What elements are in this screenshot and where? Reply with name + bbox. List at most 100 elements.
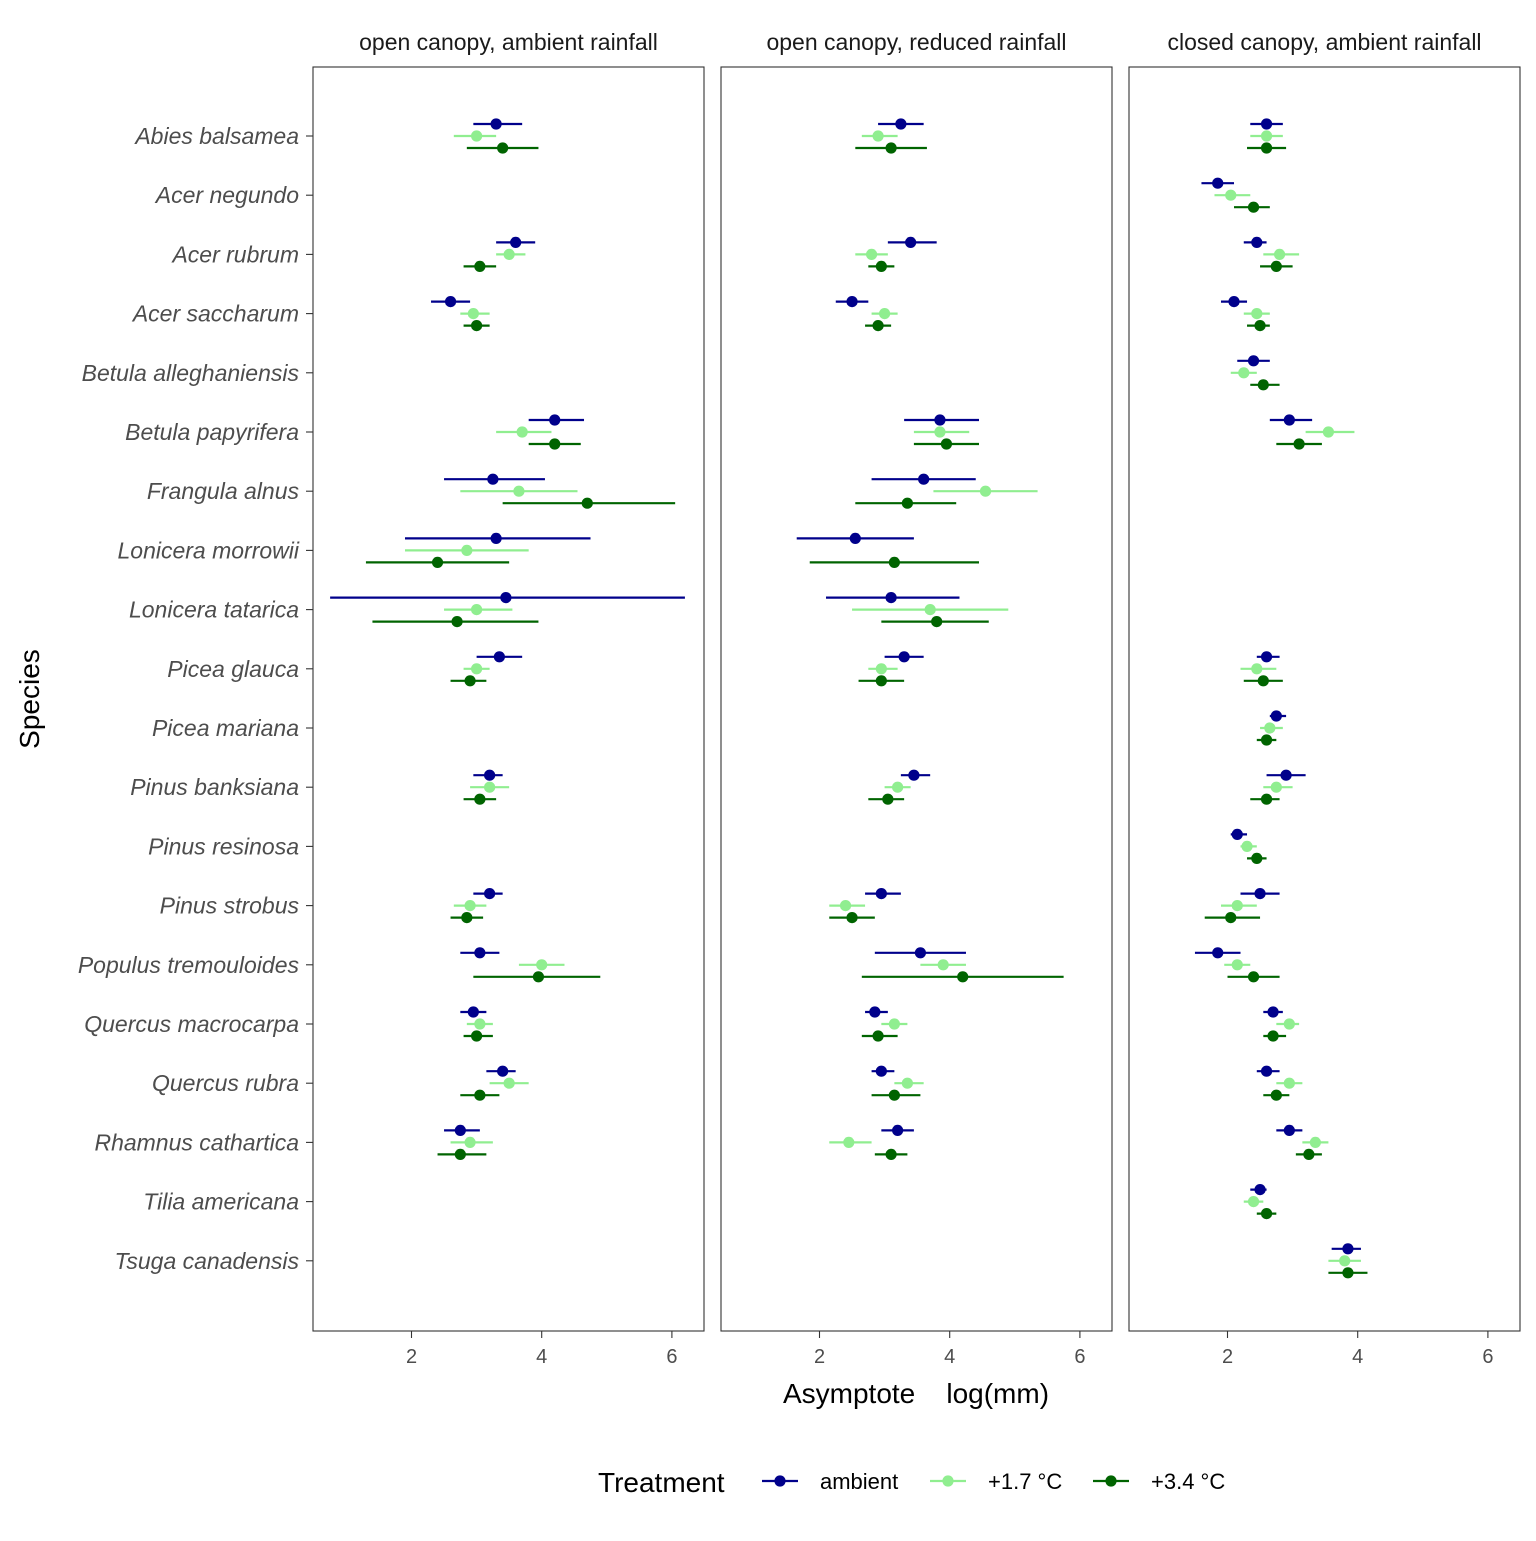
y-axis-species: Abies balsamea Acer negundo Acer rubrum Ace…	[78, 123, 313, 1274]
data-point	[905, 236, 917, 248]
data-point	[869, 1006, 881, 1018]
data-point	[1254, 320, 1266, 332]
data-point	[846, 296, 858, 308]
data-point	[1342, 1267, 1354, 1279]
data-point	[908, 769, 920, 781]
data-point	[1260, 118, 1273, 130]
species-label: Picea glauca	[167, 656, 299, 682]
legend-key-point	[1105, 1475, 1117, 1487]
data-point	[474, 947, 486, 959]
data-point	[1283, 414, 1295, 426]
data-point	[474, 793, 486, 805]
legend-label: ambient	[820, 1469, 898, 1494]
data-point	[484, 888, 496, 900]
data-point	[464, 900, 476, 912]
data-point	[1283, 1077, 1295, 1089]
data-point	[1254, 1184, 1266, 1196]
data-point	[581, 497, 593, 509]
legend-item: +1.7 °C	[930, 1469, 1062, 1494]
data-point	[898, 651, 910, 663]
data-point	[1260, 130, 1273, 142]
legend-item: ambient	[762, 1469, 898, 1494]
data-point	[467, 1006, 479, 1018]
species-label: Acer saccharum	[131, 301, 299, 327]
x-tick-label: 2	[406, 1346, 417, 1368]
species-label: Abies balsamea	[133, 123, 299, 149]
x-axis-title: Asymptote log(mm)	[783, 1378, 1049, 1409]
data-point	[510, 236, 522, 248]
data-point	[431, 556, 444, 569]
species-label: Lonicera tatarica	[129, 597, 299, 623]
legend-key-point	[774, 1475, 786, 1487]
data-point	[487, 473, 499, 485]
x-tick-label: 4	[1352, 1346, 1363, 1368]
x-tick-label: 2	[814, 1346, 825, 1368]
data-point	[872, 320, 884, 332]
data-point	[924, 604, 936, 616]
x-tick-label: 6	[1482, 1346, 1493, 1368]
data-point	[872, 1030, 884, 1042]
data-point	[1309, 1136, 1321, 1148]
species-label: Rhamnus cathartica	[94, 1129, 299, 1155]
data-point	[461, 912, 473, 924]
data-point	[1225, 189, 1237, 201]
species-label: Populus tremouloides	[78, 952, 300, 978]
data-point	[1238, 367, 1250, 379]
data-point	[1339, 1255, 1351, 1267]
data-point	[490, 118, 502, 130]
data-point	[1270, 781, 1282, 793]
x-tick-label: 4	[944, 1346, 955, 1368]
data-point	[879, 308, 891, 320]
species-label: Tsuga canadensis	[114, 1248, 299, 1274]
species-label: Acer negundo	[154, 182, 299, 208]
data-point	[1257, 379, 1269, 391]
x-tick-label: 6	[1074, 1346, 1085, 1368]
data-point	[500, 592, 512, 604]
data-point	[549, 414, 561, 426]
data-point	[1231, 959, 1243, 971]
data-point	[865, 248, 878, 260]
panel: closed canopy, ambient rainfall 2 4 6	[1128, 29, 1521, 1368]
data-point	[1260, 651, 1273, 663]
data-point	[516, 426, 528, 438]
data-point	[888, 1089, 900, 1101]
data-point	[1225, 912, 1237, 924]
data-point	[875, 888, 887, 900]
x-tick-label: 4	[536, 1346, 547, 1368]
data-point	[1257, 675, 1269, 687]
data-point	[484, 769, 496, 781]
panel-border	[312, 66, 705, 1332]
data-point	[1247, 1196, 1260, 1208]
data-point	[497, 1065, 509, 1077]
data-point	[846, 912, 858, 924]
data-point	[1212, 947, 1224, 959]
data-point	[497, 142, 509, 154]
data-point	[471, 130, 483, 142]
data-point	[1283, 1124, 1295, 1136]
data-point	[849, 532, 861, 545]
data-point	[892, 1124, 904, 1136]
data-point	[914, 947, 927, 959]
data-point	[1283, 1018, 1295, 1030]
data-point	[937, 959, 949, 971]
data-point	[493, 651, 505, 663]
panel: open canopy, ambient rainfall 2 4 6	[312, 29, 705, 1368]
legend: Treatment ambient +1.7 °C +3.4 °C	[598, 1467, 1225, 1498]
panel-border	[720, 66, 1113, 1332]
legend-label: +3.4 °C	[1151, 1469, 1225, 1494]
data-point	[1260, 1065, 1273, 1077]
species-label: Pinus strobus	[160, 893, 300, 919]
data-point	[1254, 888, 1266, 900]
data-point	[1241, 840, 1253, 853]
legend-item: +3.4 °C	[1093, 1469, 1225, 1494]
data-point	[839, 900, 852, 912]
data-point	[503, 1077, 515, 1089]
data-point	[1270, 260, 1282, 272]
data-point	[875, 663, 887, 675]
data-point	[1260, 1208, 1273, 1220]
data-point	[1267, 1006, 1279, 1018]
data-point	[503, 248, 515, 260]
